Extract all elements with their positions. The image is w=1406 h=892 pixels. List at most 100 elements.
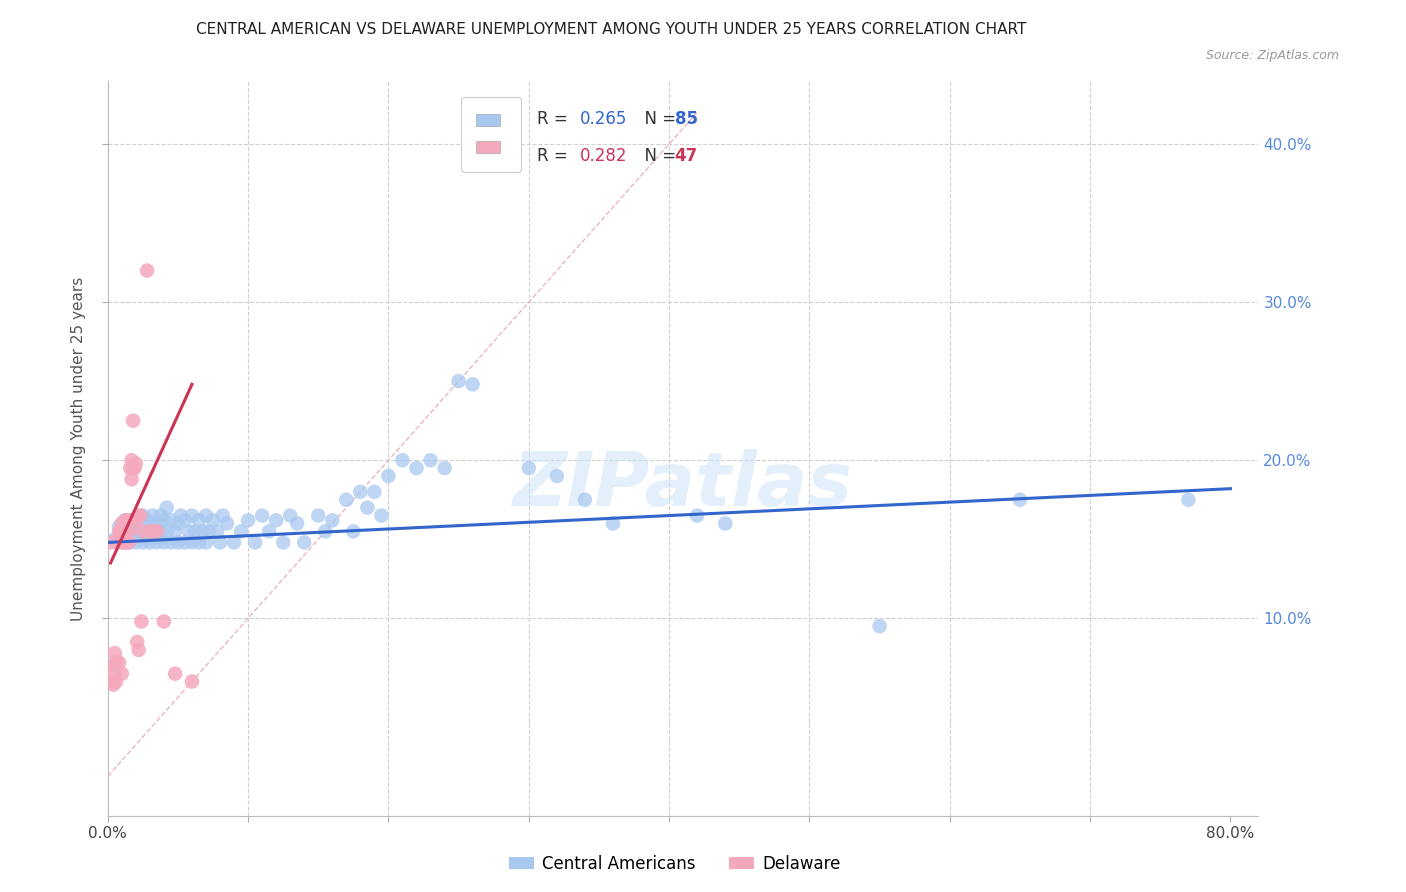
Point (142, 524, 165, 539)
Point (165, 524, 187, 539)
Point (321, 513, 343, 527)
Point (167, 535, 190, 549)
Point (114, 513, 136, 527)
Text: CENTRAL AMERICAN VS DELAWARE UNEMPLOYMENT AMONG YOUTH UNDER 25 YEARS CORRELATION: CENTRAL AMERICAN VS DELAWARE UNEMPLOYMEN… (197, 22, 1026, 37)
Point (314, 524, 336, 539)
Point (153, 615, 176, 629)
Point (124, 461, 146, 475)
Point (167, 516, 190, 531)
Point (574, 492, 596, 507)
Point (117, 513, 139, 527)
Point (108, 524, 131, 539)
Point (370, 508, 392, 523)
Point (111, 535, 134, 549)
Point (112, 524, 135, 539)
Point (202, 513, 225, 527)
Point (271, 535, 294, 549)
Point (285, 516, 308, 531)
Point (146, 535, 169, 549)
Text: 47: 47 (675, 147, 697, 165)
Point (461, 377, 484, 392)
Point (211, 508, 233, 523)
Point (714, 516, 737, 531)
Point (156, 500, 179, 515)
Point (132, 524, 155, 539)
Point (115, 535, 138, 549)
Point (132, 508, 155, 523)
Point (125, 513, 148, 527)
Legend: , : , (461, 96, 522, 171)
Point (215, 516, 238, 531)
Point (111, 524, 134, 539)
Point (108, 656, 131, 670)
Text: Source: ZipAtlas.com: Source: ZipAtlas.com (1206, 49, 1339, 62)
Point (208, 535, 231, 549)
Point (105, 674, 128, 689)
Point (165, 666, 187, 681)
Point (139, 516, 162, 531)
Point (419, 453, 441, 467)
Point (112, 535, 135, 549)
Point (1008, 492, 1031, 507)
Point (128, 508, 150, 523)
Point (342, 524, 364, 539)
Point (121, 472, 143, 486)
Point (546, 469, 568, 483)
Point (121, 453, 143, 467)
Point (257, 524, 280, 539)
Point (107, 535, 129, 549)
Point (139, 524, 162, 539)
Point (174, 513, 197, 527)
Point (156, 524, 179, 539)
Point (278, 508, 301, 523)
Text: N =: N = (634, 147, 682, 165)
Point (188, 513, 211, 527)
Point (103, 658, 125, 673)
Point (125, 513, 148, 527)
Text: 0.265: 0.265 (581, 110, 627, 128)
Point (103, 678, 125, 692)
Point (153, 513, 176, 527)
Point (181, 508, 204, 523)
Point (150, 524, 173, 539)
Point (122, 461, 145, 475)
Point (198, 524, 221, 539)
Point (111, 666, 134, 681)
Point (136, 529, 159, 543)
Point (110, 524, 132, 539)
Point (120, 513, 142, 527)
Point (307, 508, 329, 523)
Legend: Central Americans, Delaware: Central Americans, Delaware (502, 848, 848, 880)
Point (264, 513, 287, 527)
Point (104, 646, 127, 660)
Point (243, 535, 266, 549)
Point (250, 508, 273, 523)
Point (292, 535, 315, 549)
Point (136, 513, 159, 527)
Point (146, 516, 169, 531)
Point (104, 666, 127, 681)
Point (222, 535, 245, 549)
Point (869, 619, 891, 633)
Point (150, 508, 173, 523)
Point (335, 492, 357, 507)
Point (105, 656, 128, 670)
Point (117, 524, 139, 539)
Text: 85: 85 (675, 110, 697, 128)
Point (391, 453, 413, 467)
Point (132, 535, 155, 549)
Point (122, 524, 145, 539)
Point (108, 519, 131, 533)
Point (1177, 492, 1199, 507)
Point (122, 414, 145, 428)
Point (114, 524, 136, 539)
Point (170, 508, 193, 523)
Point (104, 533, 127, 547)
Point (118, 524, 141, 539)
Point (356, 500, 378, 515)
Point (118, 535, 141, 549)
Text: R =: R = (537, 110, 572, 128)
Point (602, 516, 624, 531)
Point (118, 535, 141, 549)
Text: ZIPatlas: ZIPatlas (513, 449, 853, 522)
